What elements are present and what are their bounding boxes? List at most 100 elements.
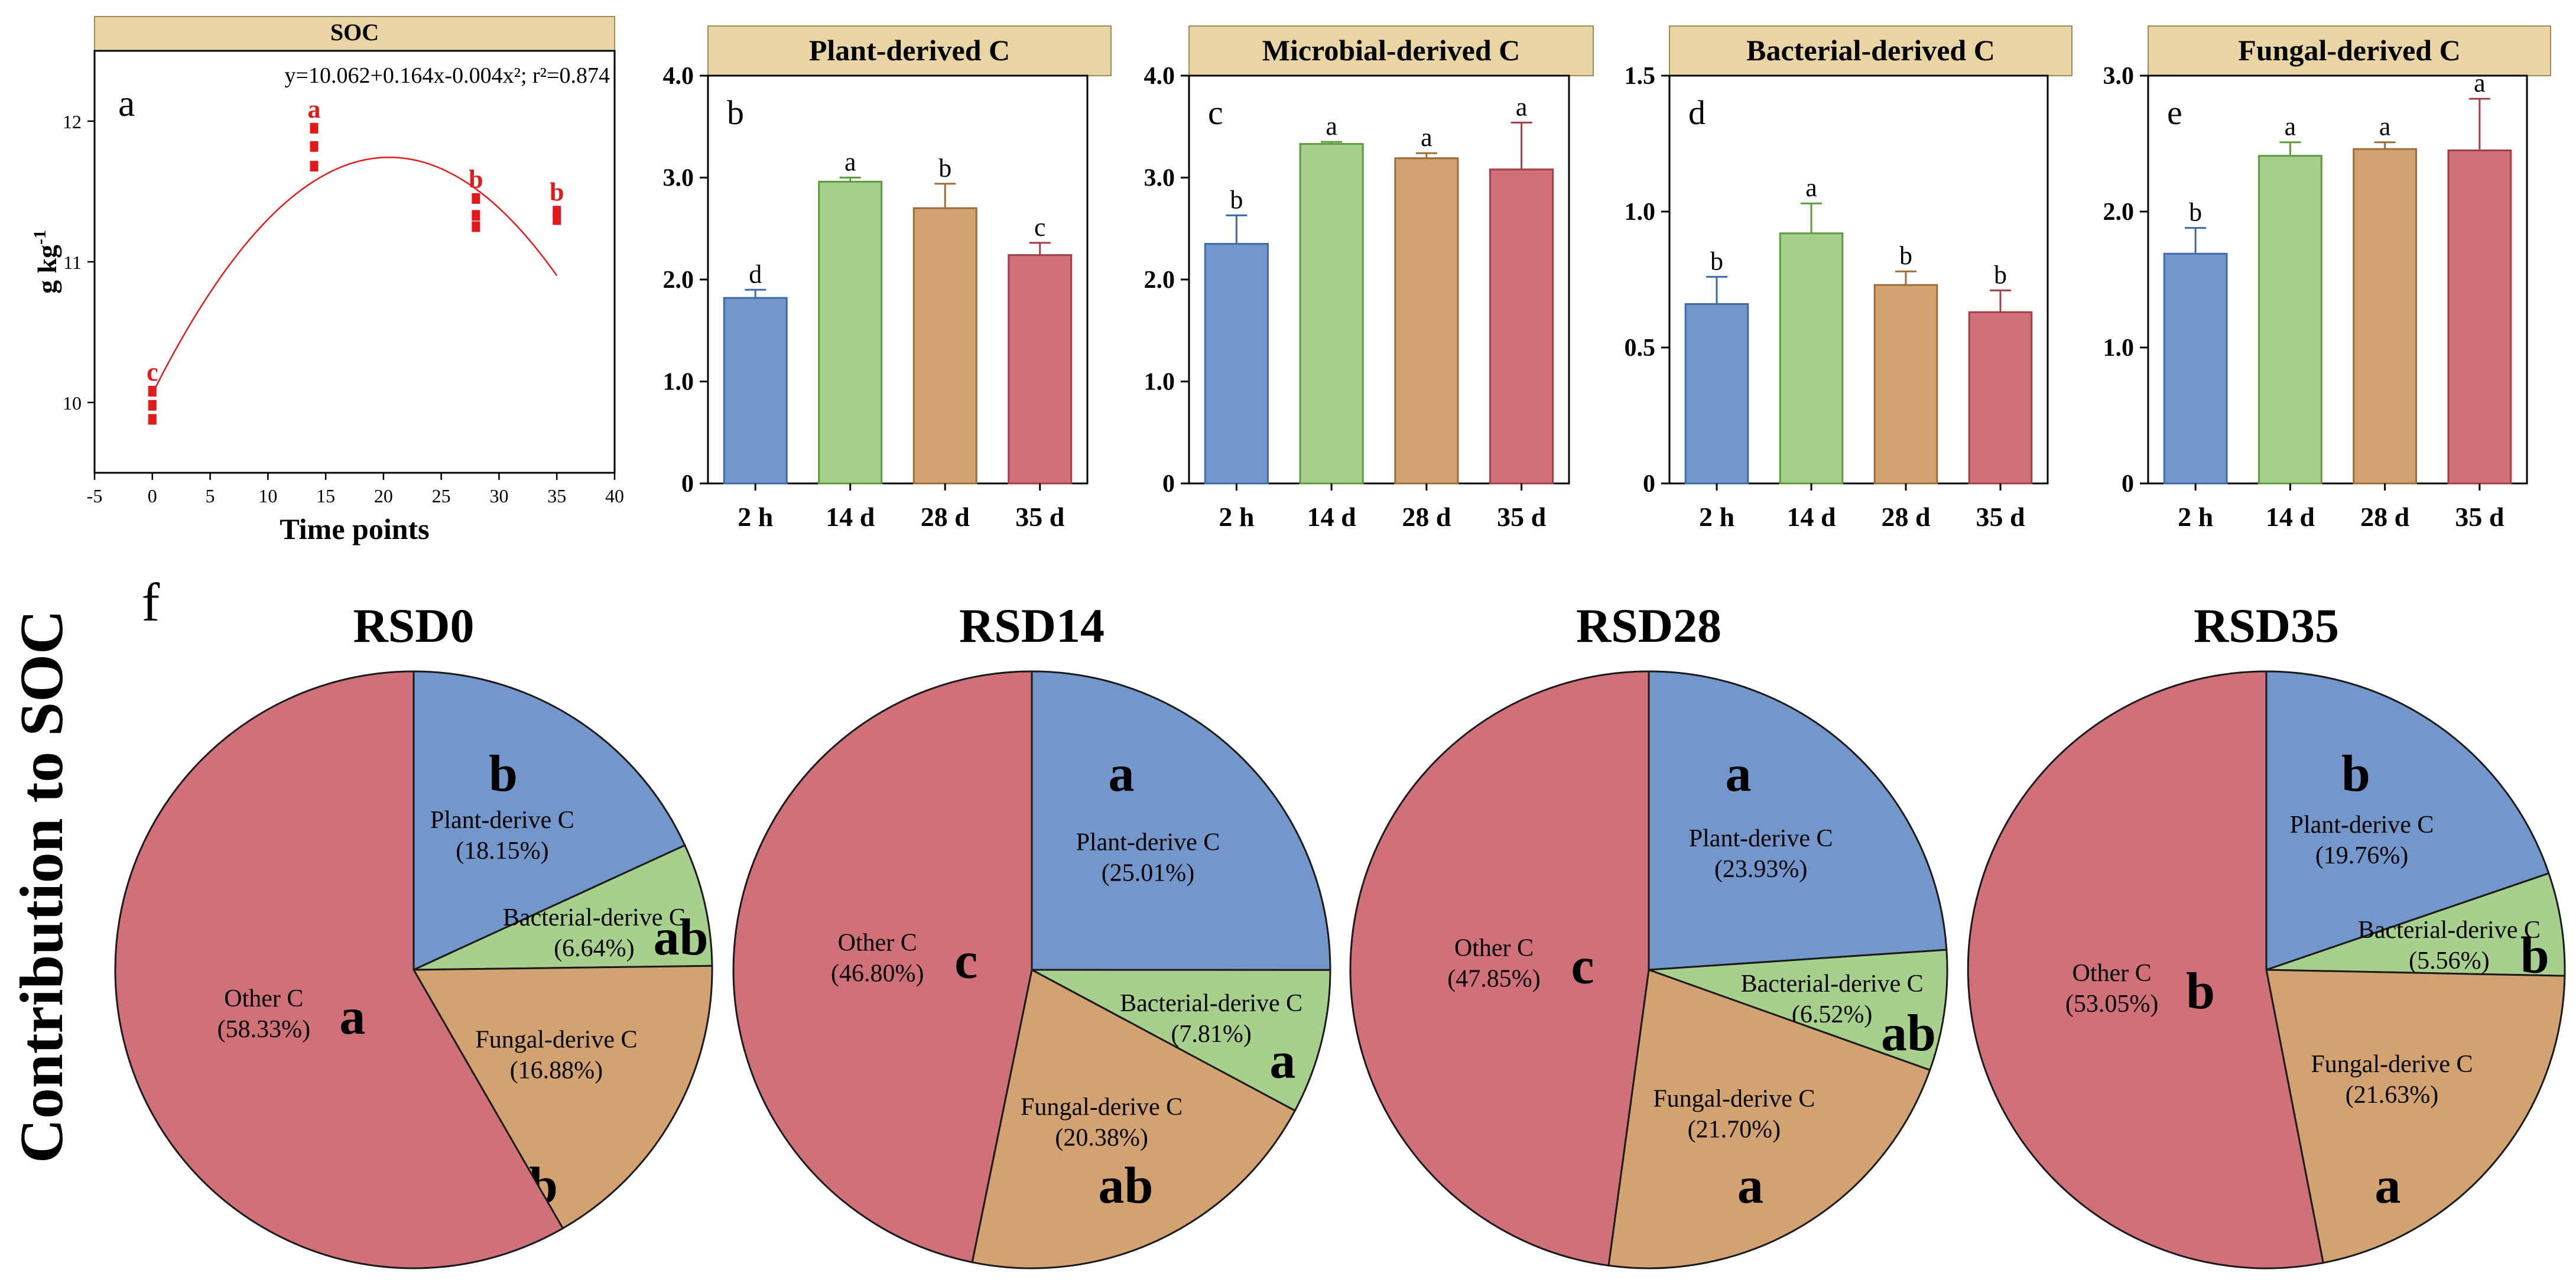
- soc-letters: c a b b: [147, 95, 564, 387]
- pie-significance-letter: c: [954, 933, 977, 990]
- bar-significance-letter: b: [1230, 185, 1243, 214]
- bar-panel-title: Plant-derived C: [809, 34, 1010, 67]
- soc-fit-equation: y=10.062+0.164x-0.004x²; r²=0.874: [285, 63, 610, 88]
- pie-slice-label: Bacterial-derive C: [503, 904, 686, 931]
- pie-significance-letter: a: [1737, 1157, 1763, 1214]
- pie-slice: [2266, 872, 2566, 977]
- pie-slice-label: Plant-derive C: [1076, 829, 1220, 856]
- soc-point: [553, 214, 561, 225]
- soc-y-tick-label: 11: [63, 252, 82, 273]
- bar-y-tick-label: 3.0: [2103, 63, 2135, 90]
- soc-ylabel-main: g kg: [32, 245, 62, 294]
- bar-y-tick-label: 1.0: [1625, 199, 1656, 226]
- bar-significance-letter: a: [1421, 123, 1432, 152]
- soc-x-tick-label: 10: [258, 485, 277, 506]
- bar-significance-letter: b: [1899, 241, 1912, 270]
- soc-x-tick-label: 25: [432, 485, 451, 506]
- soc-fit-curve: [151, 156, 558, 394]
- bar: [1779, 232, 1844, 485]
- bar-panel-e: Fungal-derived C e 0 1.0 2.0 3.0 b 2 h a 14 d a 28 …: [2103, 25, 2551, 532]
- bar-y-tick-label: 1.5: [1625, 63, 1656, 90]
- soc-y-tick-label: 12: [63, 111, 82, 132]
- pie-slice-label: Bacterial-derive C: [1120, 990, 1302, 1017]
- soc-point: [148, 414, 157, 425]
- bar-plot-frame: [2147, 74, 2528, 485]
- bar: [723, 297, 788, 485]
- bar-category-label: 28 d: [1402, 502, 1451, 532]
- pie-panel-letter: f: [142, 572, 160, 632]
- bar-category-label: 35 d: [2455, 502, 2504, 532]
- bar-significance-letter: a: [2474, 69, 2486, 98]
- pie-significance-letter: b: [2341, 745, 2370, 803]
- pie-section: f Contribution to SOC RSD0 Plant-derive C…: [8, 572, 2566, 1269]
- bar-panel-title: Fungal-derived C: [2238, 34, 2460, 67]
- bar-panel-b: Plant-derived C b 0 1.0 2.0 3.0 4.0 d 2 h a 14 d b 2…: [663, 25, 1112, 532]
- pie-title: RSD35: [2194, 599, 2339, 652]
- pie-slice-percent: (58.33%): [217, 1016, 310, 1043]
- soc-ylabel-sup: -1: [30, 230, 50, 245]
- pie-slice-label: Fungal-derive C: [2311, 1051, 2473, 1078]
- bar: [2257, 155, 2322, 485]
- bar: [912, 207, 977, 485]
- pie-slice-percent: (21.70%): [1688, 1116, 1781, 1143]
- soc-y-tick-label: 10: [63, 392, 82, 414]
- soc-point: [310, 122, 319, 134]
- soc-point: [472, 193, 480, 204]
- pie-slice-percent: (6.52%): [1792, 1001, 1872, 1028]
- pie-title: RSD0: [353, 599, 474, 652]
- bar-significance-letter: a: [2285, 112, 2296, 141]
- soc-x-axis-title: Time points: [280, 512, 429, 545]
- bar-category-label: 2 h: [1219, 502, 1254, 532]
- soc-point: [472, 221, 480, 232]
- bar-significance-letter: d: [749, 259, 762, 288]
- bar-y-tick-label: 4.0: [1144, 63, 1175, 90]
- bar-panel-title-band: [1669, 25, 2073, 76]
- pie-rsd14: RSD14 Plant-derive C (25.01%) a Bacterial-de…: [732, 599, 1331, 1269]
- bar-panel-title-band: [2148, 25, 2551, 76]
- bar: [1684, 303, 1749, 485]
- pie-title: RSD28: [1576, 599, 1721, 652]
- pie-slice: [1349, 670, 1650, 1267]
- bar-significance-letter: a: [1805, 173, 1817, 202]
- bar: [1394, 157, 1459, 485]
- pie-slice-label: Other C: [1454, 934, 1534, 962]
- bar-significance-letter: b: [1710, 246, 1723, 275]
- bar-significance-letter: a: [1516, 92, 1528, 121]
- bar-panel-letter: d: [1688, 93, 1706, 132]
- bar-panel-d: Bacterial-derived C d 0 0.5 1.0 1.5 b 2 h a 14 d b…: [1625, 25, 2073, 532]
- pie-slice-percent: (46.80%): [831, 960, 924, 988]
- pie-slice-percent: (25.01%): [1102, 860, 1194, 887]
- pie-significance-letter: b: [489, 745, 518, 803]
- bar-chart-panels: Plant-derived C b 0 1.0 2.0 3.0 4.0 d 2 h a 14 d b 2…: [663, 25, 2551, 532]
- soc-x-tick-label: 35: [547, 485, 566, 506]
- bar-significance-letter: a: [2379, 112, 2391, 141]
- bar: [1204, 243, 1269, 485]
- bar-category-label: 35 d: [1976, 502, 2025, 532]
- soc-point: [553, 206, 561, 217]
- pie-slice-label: Plant-derive C: [1689, 825, 1833, 852]
- bar-category-label: 28 d: [1881, 502, 1931, 532]
- bar-y-tick-label: 0.5: [1625, 335, 1656, 362]
- pie-slice-label: Fungal-derive C: [475, 1026, 637, 1053]
- pie-slice-percent: (7.81%): [1171, 1021, 1251, 1048]
- pie-significance-letter: a: [2374, 1157, 2400, 1214]
- pie-slice: [1648, 949, 1948, 1071]
- pie-significance-letter: ab: [1881, 1005, 1936, 1062]
- soc-x-axis: -5 0 5 10 15 20 25 30 35 40: [87, 473, 624, 506]
- bar-category-label: 2 h: [738, 502, 773, 532]
- soc-point: [310, 161, 319, 172]
- pie-slice-label: Other C: [2073, 960, 2152, 987]
- pie-slice-percent: (47.85%): [1447, 965, 1540, 992]
- bar-y-tick-label: 0: [1643, 470, 1655, 498]
- pie-slice-label: Other C: [838, 930, 917, 957]
- soc-title: SOC: [330, 19, 379, 46]
- pie-y-axis-title: Contribution to SOC: [8, 610, 76, 1163]
- bar-y-tick-label: 1.0: [2103, 335, 2135, 362]
- bar-y-tick-label: 2.0: [2103, 199, 2135, 226]
- pie-slice: [1031, 969, 1331, 1112]
- bar: [1489, 168, 1554, 485]
- pie-charts: RSD0 Plant-derive C (18.15%) b Bacterial-der…: [114, 599, 2566, 1269]
- bar-category-label: 28 d: [2360, 502, 2410, 532]
- pie-slice: [1031, 670, 1331, 971]
- bar-y-tick-label: 4.0: [663, 63, 694, 90]
